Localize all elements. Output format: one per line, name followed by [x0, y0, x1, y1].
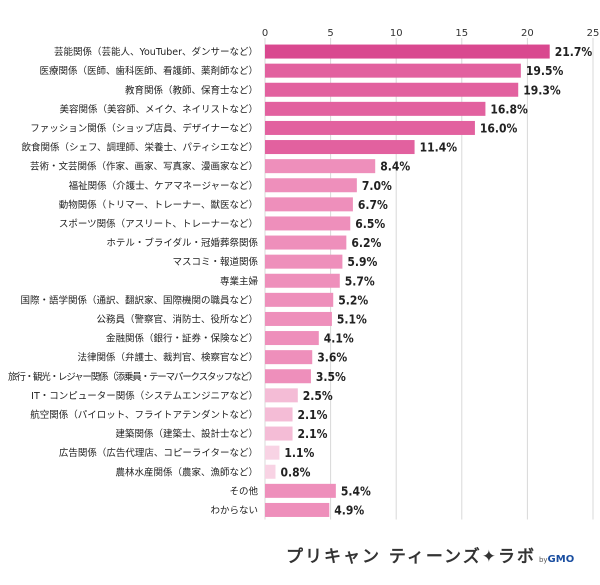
category-label: IT・コンピューター関係（システムエンジニアなど）: [31, 390, 258, 402]
category-label: ファッション関係（ショップ店員、デザイナーなど）: [30, 122, 258, 134]
category-label: 医療関係（医師、歯科医師、看護師、薬剤師など）: [39, 65, 258, 77]
value-label: 16.8%: [490, 102, 528, 116]
value-label: 4.1%: [324, 332, 354, 346]
x-tick-label: 5: [327, 28, 333, 39]
bar: [265, 331, 319, 346]
category-label: 国際・語学関係（通訳、翻訳家、国際機関の職員など）: [20, 294, 258, 306]
x-axis-ticks: 0 5 10 15 20 25: [262, 28, 600, 39]
bar: [265, 483, 336, 498]
bar: [265, 426, 293, 441]
value-label: 3.5%: [316, 370, 346, 384]
value-label: 5.2%: [338, 293, 368, 307]
bar: [265, 502, 330, 517]
bar: [265, 216, 351, 231]
value-label: 6.5%: [355, 217, 385, 231]
bar: [265, 120, 475, 135]
value-label: 5.9%: [347, 255, 377, 269]
bar: [265, 445, 280, 460]
category-label: 福祉関係（介護士、ケアマネージャーなど）: [69, 180, 258, 192]
category-label: わからない: [210, 505, 258, 516]
value-label: 7.0%: [362, 179, 392, 193]
bar: [265, 254, 343, 269]
x-tick-label: 20: [521, 28, 534, 39]
brand-logo: プリキャン ティーンズ✦ラボ by GMO: [286, 542, 574, 572]
category-label: ホテル・ブライダル・冠婚葬祭関係: [106, 237, 258, 249]
value-label: 2.1%: [298, 427, 328, 441]
value-label: 6.7%: [358, 198, 388, 212]
x-tick-label: 10: [390, 28, 403, 39]
category-label: 旅行・観光・レジャー関係（添乗員・テーマパークスタッフなど）: [8, 371, 258, 383]
value-label: 19.3%: [523, 83, 561, 97]
bar: [265, 369, 311, 384]
value-label: 5.4%: [341, 484, 371, 498]
category-labels: 芸能関係（芸能人、YouTuber、ダンサーなど） 医療関係（医師、歯科医師、看護…: [8, 46, 258, 516]
brand-logo-text: プリキャン ティーンズ✦ラボ: [286, 547, 536, 567]
value-label: 4.9%: [334, 503, 364, 517]
value-label: 11.4%: [420, 141, 458, 155]
x-tick-label: 25: [587, 28, 600, 39]
bar: [265, 464, 276, 479]
category-label: 芸能関係（芸能人、YouTuber、ダンサーなど）: [54, 46, 258, 58]
bar: [265, 311, 332, 326]
bar: [265, 159, 376, 174]
value-label: 2.5%: [303, 389, 333, 403]
bar: [265, 63, 521, 78]
category-label: その他: [229, 485, 258, 497]
x-tick-label: 0: [262, 28, 268, 39]
category-label: 美容関係（美容師、メイク、ネイリストなど）: [60, 103, 258, 115]
brand-by-text: by: [538, 556, 548, 564]
value-label: 21.7%: [555, 45, 593, 59]
category-label: 公務員（警察官、消防士、役所など）: [96, 313, 258, 325]
category-label: 農林水産関係（農家、漁師など）: [115, 466, 258, 478]
category-label: スポーツ関係（アスリート、トレーナーなど）: [59, 218, 258, 230]
bars: [265, 44, 550, 517]
value-label: 16.0%: [480, 121, 518, 135]
bar: [265, 273, 340, 288]
category-label: 教育関係（教師、保育士など）: [125, 84, 258, 96]
value-label: 8.4%: [380, 160, 410, 174]
bar: [265, 82, 519, 97]
bar: [265, 235, 347, 250]
bar: [265, 388, 298, 403]
bar: [265, 197, 353, 212]
brand-company-logo: GMO: [547, 554, 575, 565]
value-label: 5.1%: [337, 312, 367, 326]
bar: [265, 101, 486, 116]
bar: [265, 140, 415, 155]
bar: [265, 178, 357, 193]
value-label: 0.8%: [280, 465, 310, 479]
category-label: 動物関係（トリマー、トレーナー、獣医など）: [59, 199, 258, 211]
category-label: 法律関係（弁護士、裁判官、検察官など）: [77, 352, 258, 364]
category-label: 芸術・文芸関係（作家、画家、写真家、漫画家など）: [30, 161, 258, 173]
bar: [265, 44, 550, 59]
category-label: 建築関係（建築士、設計士など）: [115, 428, 258, 440]
value-label: 6.2%: [351, 236, 381, 250]
category-label: 専業主婦: [220, 275, 258, 287]
category-label: 飲食関係（シェフ、調理師、栄養士、パティシエなど）: [21, 142, 258, 154]
category-label: マスコミ・報道関係: [172, 256, 258, 268]
bar: [265, 407, 293, 422]
category-label: 広告関係（広告代理店、コピーライターなど）: [59, 447, 258, 459]
x-tick-label: 15: [455, 28, 468, 39]
value-label: 5.7%: [345, 274, 375, 288]
value-labels: 21.7% 19.5% 19.3% 16.8% 16.0% 11.4% 8.4% 7.0% 6.…: [280, 45, 592, 517]
bar: [265, 350, 313, 365]
value-label: 1.1%: [284, 446, 314, 460]
value-label: 3.6%: [317, 351, 347, 365]
bar: [265, 292, 334, 307]
value-label: 19.5%: [526, 64, 564, 78]
value-label: 2.1%: [298, 408, 328, 422]
category-label: 航空関係（パイロット、フライトアテンダントなど）: [30, 409, 258, 421]
category-label: 金融関係（銀行・証券・保険など）: [106, 333, 258, 345]
